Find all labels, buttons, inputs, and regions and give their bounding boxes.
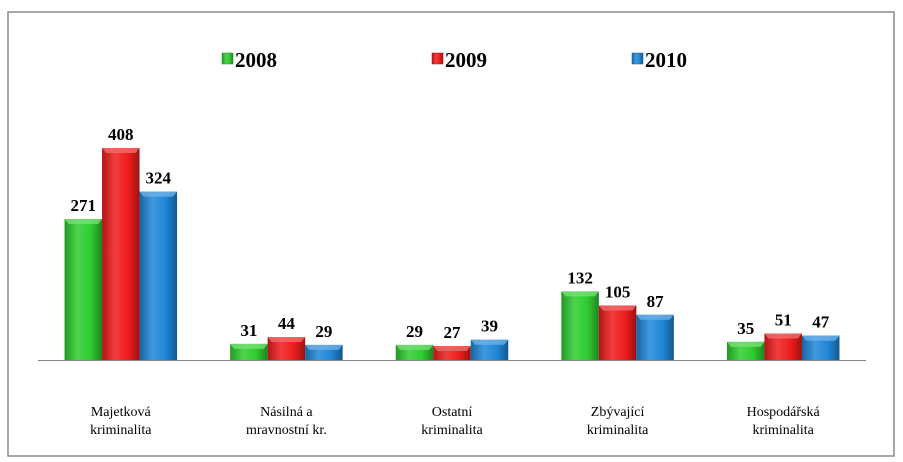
bar-cap xyxy=(433,345,471,351)
category-label: Zbývající kriminalita xyxy=(586,405,649,438)
bar-cap xyxy=(139,191,178,197)
legend-swatch xyxy=(631,52,644,65)
category-label: Násilná a mravnostní kr. xyxy=(245,405,327,438)
category-label: Ostatní kriminalita xyxy=(421,405,483,438)
bar-cap xyxy=(726,341,765,347)
bar-cap xyxy=(230,343,268,349)
bar-cap xyxy=(267,337,306,343)
data-label: 408 xyxy=(108,125,134,144)
data-label: 44 xyxy=(278,314,296,333)
bar xyxy=(102,148,140,360)
bar-cap xyxy=(305,344,343,350)
legend-label: 2010 xyxy=(645,48,687,72)
bar xyxy=(139,191,178,360)
data-label: 31 xyxy=(240,321,257,340)
bar-cap xyxy=(64,219,103,225)
bar xyxy=(64,219,103,360)
data-label: 29 xyxy=(315,322,332,341)
data-label: 324 xyxy=(146,169,172,188)
category-label: Majetková kriminalita xyxy=(90,405,152,438)
bar xyxy=(561,291,599,360)
bar-cap xyxy=(598,305,637,311)
bar xyxy=(636,314,674,360)
data-label: 87 xyxy=(647,292,665,311)
data-label: 105 xyxy=(605,282,631,301)
bar-cap xyxy=(102,148,140,153)
data-label: 35 xyxy=(737,319,754,338)
data-label: 39 xyxy=(481,317,498,336)
bar-cap xyxy=(395,344,434,350)
data-label: 132 xyxy=(567,268,593,287)
bar xyxy=(470,339,509,360)
data-label: 51 xyxy=(775,311,792,330)
data-label: 47 xyxy=(812,313,830,332)
legend-swatch xyxy=(221,52,234,65)
legend-label: 2008 xyxy=(235,48,277,72)
legend-label: 2009 xyxy=(445,48,487,72)
data-label: 271 xyxy=(71,196,97,215)
bar-cap xyxy=(764,333,802,339)
bar xyxy=(598,305,637,360)
data-label: 29 xyxy=(406,322,423,341)
bar-cap xyxy=(561,291,599,297)
legend-swatch xyxy=(431,52,444,65)
data-label: 27 xyxy=(444,323,462,342)
bar xyxy=(267,337,306,360)
bar-cap xyxy=(801,335,840,341)
category-label: Hospodářská kriminalita xyxy=(746,405,820,438)
bar-cap xyxy=(636,314,674,320)
bar-cap xyxy=(470,339,509,345)
